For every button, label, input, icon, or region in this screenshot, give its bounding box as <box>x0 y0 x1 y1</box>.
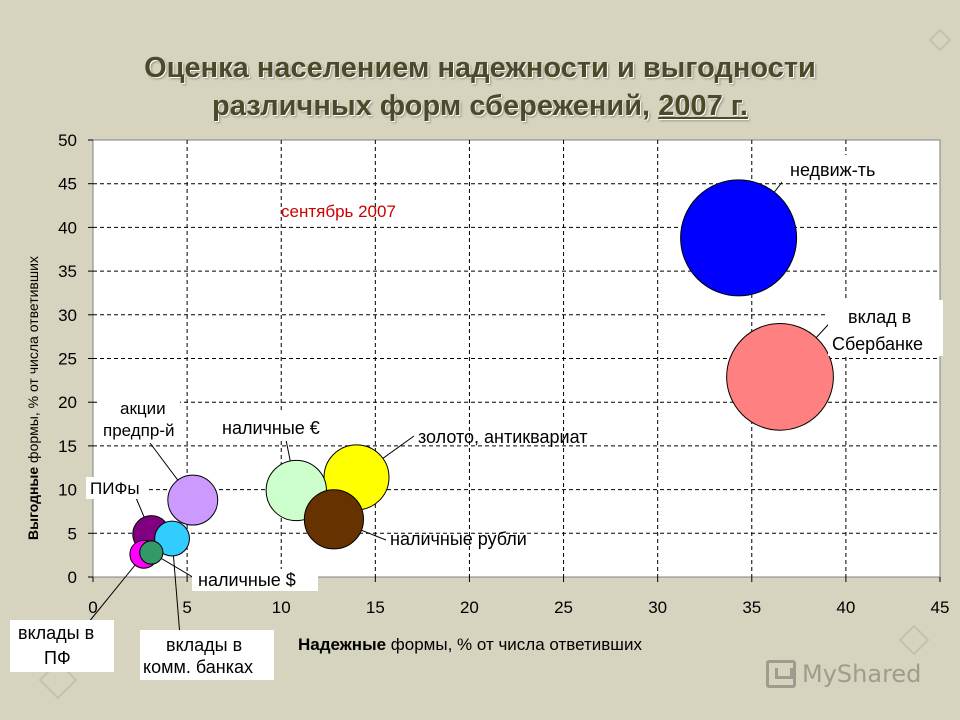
y-tick-label: 40 <box>58 218 77 237</box>
bubble-label-pif: ПИФы <box>90 479 140 498</box>
bubble-label-pf-line1: вклады в <box>18 623 94 643</box>
myshared-logo-icon <box>766 660 796 688</box>
bubble-cash-rub <box>303 489 365 550</box>
chart-annotation: сентябрь 2007 <box>281 202 396 221</box>
x-tick-labels: 0 5 10 15 20 25 30 35 40 45 <box>88 598 949 617</box>
x-tick-label: 35 <box>742 598 761 617</box>
bubble-label-sberbank-line2: Сбербанке <box>832 334 923 354</box>
x-tick-label: 40 <box>836 598 855 617</box>
x-axis-label: Надежные формы, % от числа ответивших <box>298 635 642 654</box>
watermark-text: MyShared <box>802 660 922 688</box>
bubble-realty <box>680 179 798 297</box>
bubble-label-gold: золото, антиквариат <box>418 427 587 447</box>
bubble-label-comm-banks-line1: вклады в <box>166 635 242 655</box>
x-tick-label: 30 <box>648 598 667 617</box>
y-tick-label: 0 <box>68 568 77 587</box>
bubble-label-cash-eur: наличные € <box>222 418 320 438</box>
bubbles <box>129 179 834 569</box>
bubble-sberbank <box>726 322 834 431</box>
grid-lines-y <box>88 139 940 578</box>
label-box-pif <box>86 477 148 499</box>
bubble-label-shares-line1: акции <box>120 399 166 418</box>
y-tick-label: 25 <box>58 350 77 369</box>
y-tick-label: 5 <box>68 524 77 543</box>
bubble-cash-usd <box>139 540 164 565</box>
y-tick-label: 45 <box>58 175 77 194</box>
bubble-label-realty: недвиж-ть <box>790 160 875 180</box>
x-axis-label-rest: формы, % от числа ответивших <box>386 635 642 654</box>
bubble-label-shares-line2: предпр-й <box>103 421 174 440</box>
x-tick-label: 5 <box>182 598 191 617</box>
bubble-label-pf-line2: ПФ <box>44 648 71 668</box>
label-box-shares <box>100 397 180 443</box>
y-tick-label: 15 <box>58 437 77 456</box>
bubble-comm-banks <box>154 520 190 557</box>
label-box-pf <box>10 620 114 672</box>
x-tick-label: 10 <box>272 598 291 617</box>
title-year: 2007 г. <box>658 90 748 122</box>
leader-line-pf <box>87 553 145 624</box>
x-tick-label: 25 <box>554 598 573 617</box>
label-box-sberbank <box>828 300 943 356</box>
watermark: MyShared <box>766 656 921 692</box>
bubble-shares <box>167 474 219 526</box>
y-axis-label: Выгодные формы, % от числа ответивших <box>25 256 41 540</box>
y-tick-label: 50 <box>58 131 77 150</box>
y-tick-label: 10 <box>58 481 77 500</box>
label-box-cash-usd <box>192 569 318 591</box>
slide-title-line2: различных форм сбережений, 2007 г. <box>0 90 960 123</box>
bubble-label-cash-rub: наличные рубли <box>390 529 527 549</box>
x-tick-label: 45 <box>931 598 950 617</box>
x-tick-label: 15 <box>366 598 385 617</box>
y-tick-labels: 0 5 10 15 20 25 30 35 40 45 50 <box>58 131 77 587</box>
title-text: различных форм сбережений, <box>212 90 659 122</box>
bubble-label-comm-banks-line2: комм. банках <box>143 657 253 677</box>
y-tick-label: 20 <box>58 393 77 412</box>
x-tick-label: 0 <box>88 598 97 617</box>
y-axis-label-bold: Выгодные <box>25 467 41 540</box>
bubble-label-cash-usd: наличные $ <box>198 570 296 590</box>
label-box-realty <box>782 155 890 183</box>
x-axis-label-bold: Надежные <box>298 635 386 654</box>
slide-title-line1: Оценка населением надежности и выгодност… <box>144 52 816 84</box>
label-box-comm-banks <box>140 630 274 680</box>
x-tick-label: 20 <box>460 598 479 617</box>
y-tick-label: 30 <box>58 306 77 325</box>
y-axis-label-rest: формы, % от числа ответивших <box>25 256 41 467</box>
y-tick-label: 35 <box>58 262 77 281</box>
bubble-label-sberbank-line1: вклад в <box>848 307 911 327</box>
label-box-cash-eur <box>217 413 345 441</box>
